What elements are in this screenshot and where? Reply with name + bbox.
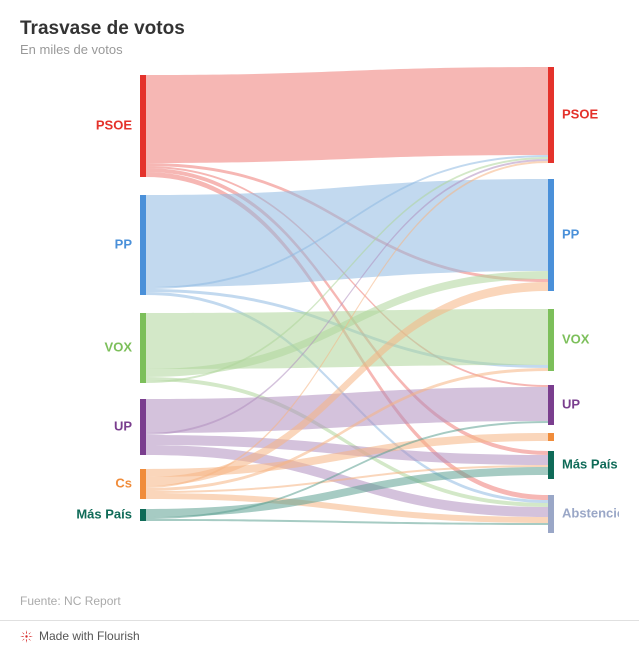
sankey-label-left: UP — [114, 418, 132, 433]
sankey-links — [146, 67, 548, 525]
sankey-label-right: Abstención — [562, 505, 619, 520]
sankey-node-right — [548, 451, 554, 479]
footer-text: Made with Flourish — [39, 629, 140, 643]
chart-container: Trasvase de votos En miles de votos PSOE… — [0, 0, 639, 621]
sankey-label-left: Más País — [76, 506, 132, 521]
sankey-node-right — [548, 385, 554, 425]
source-text: Fuente: NC Report — [20, 594, 619, 608]
sankey-node-right — [548, 67, 554, 163]
sankey-svg: PSOE PP VOX UP Cs Más País PSOE PP VOX UP Más País… — [20, 65, 619, 570]
sankey-label-left: PSOE — [96, 117, 132, 132]
sankey-link — [146, 309, 548, 369]
sankey-node-left — [140, 509, 146, 521]
chart-subtitle: En miles de votos — [20, 42, 619, 57]
sankey-label-right: UP — [562, 396, 580, 411]
sankey-node-left — [140, 313, 146, 383]
sankey-node-right — [548, 433, 554, 441]
sankey-chart: PSOE PP VOX UP Cs Más País PSOE PP VOX UP Más País… — [20, 65, 619, 570]
sankey-node-right — [548, 309, 554, 371]
sankey-node-left — [140, 75, 146, 177]
sankey-node-right — [548, 179, 554, 291]
flourish-icon — [20, 630, 33, 643]
sankey-node-left — [140, 469, 146, 499]
sankey-label-right: Más País — [562, 456, 618, 471]
sankey-node-left — [140, 399, 146, 455]
sankey-label-right: PP — [562, 226, 580, 241]
sankey-node-right — [548, 495, 554, 533]
sankey-label-left: VOX — [105, 339, 133, 354]
chart-title: Trasvase de votos — [20, 18, 619, 40]
sankey-node-left — [140, 195, 146, 295]
sankey-label-left: Cs — [115, 475, 132, 490]
sankey-label-right: PSOE — [562, 106, 598, 121]
footer: Made with Flourish — [0, 621, 639, 657]
sankey-label-right: VOX — [562, 331, 590, 346]
sankey-label-left: PP — [115, 236, 133, 251]
sankey-link — [146, 67, 548, 163]
